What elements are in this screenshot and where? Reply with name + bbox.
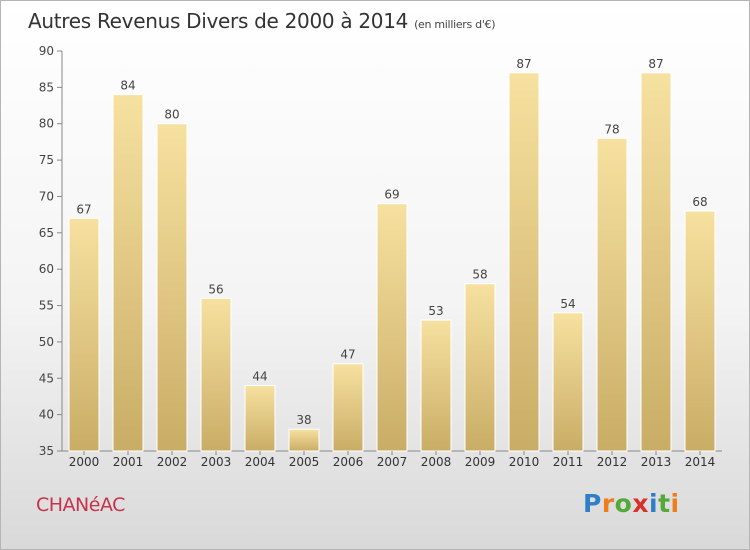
- data-label: 78: [604, 122, 619, 136]
- bar: [552, 312, 584, 452]
- x-tick-label: 2013: [641, 455, 672, 469]
- bar: [596, 137, 628, 452]
- x-tick-label: 2005: [289, 455, 320, 469]
- x-tick-label: 2012: [597, 455, 628, 469]
- data-label: 69: [384, 188, 399, 202]
- bar: [112, 94, 144, 452]
- x-tick-label: 2007: [377, 455, 408, 469]
- bar: [640, 72, 672, 452]
- y-tick-label: 65: [39, 226, 54, 240]
- y-tick-label: 90: [39, 44, 54, 58]
- x-tick-label: 2006: [333, 455, 364, 469]
- bar: [684, 210, 716, 452]
- town-name: CHANéAC: [36, 494, 125, 516]
- title-text: Autres Revenus Divers de 2000 à 2014: [28, 9, 409, 33]
- proxiti-logo: Proxiti: [583, 489, 680, 518]
- x-tick-label: 2014: [685, 455, 716, 469]
- y-tick-label: 80: [39, 117, 54, 131]
- x-tick-label: 2002: [157, 455, 188, 469]
- bar: [376, 203, 408, 452]
- data-label: 47: [340, 348, 355, 362]
- data-label: 38: [296, 413, 311, 427]
- data-label: 54: [560, 297, 575, 311]
- chart-title: Autres Revenus Divers de 2000 à 2014 (en …: [28, 9, 496, 33]
- bar: [464, 283, 496, 452]
- y-tick-label: 40: [39, 408, 54, 422]
- data-label: 67: [76, 202, 91, 216]
- x-tick-label: 2010: [509, 455, 540, 469]
- bar: [288, 428, 320, 452]
- y-tick-label: 70: [39, 189, 54, 203]
- bar: [244, 385, 276, 452]
- x-tick-label: 2003: [201, 455, 232, 469]
- bar: [332, 363, 364, 452]
- x-tick-label: 2004: [245, 455, 276, 469]
- y-tick-label: 85: [39, 80, 54, 94]
- data-label: 56: [208, 282, 223, 296]
- y-tick-label: 60: [39, 262, 54, 276]
- x-tick-label: 2000: [69, 455, 100, 469]
- x-tick-label: 2008: [421, 455, 452, 469]
- data-label: 53: [428, 304, 443, 318]
- bar: [200, 297, 232, 452]
- data-label: 87: [648, 57, 663, 71]
- data-label: 44: [252, 370, 267, 384]
- y-tick-label: 75: [39, 153, 54, 167]
- y-tick-label: 55: [39, 299, 54, 313]
- bar: [420, 319, 452, 452]
- y-tick-label: 35: [39, 444, 54, 458]
- data-label: 87: [516, 57, 531, 71]
- y-tick-label: 45: [39, 371, 54, 385]
- bar: [508, 72, 540, 452]
- chart-subtitle: (en milliers d'€): [414, 18, 496, 31]
- x-tick-label: 2009: [465, 455, 496, 469]
- y-tick-label: 50: [39, 335, 54, 349]
- data-label: 80: [164, 108, 179, 122]
- bar: [156, 123, 188, 452]
- bar: [68, 217, 100, 452]
- data-label: 68: [692, 195, 707, 209]
- x-tick-label: 2011: [553, 455, 584, 469]
- x-tick-label: 2001: [113, 455, 144, 469]
- data-label: 58: [472, 268, 487, 282]
- data-label: 84: [120, 79, 135, 93]
